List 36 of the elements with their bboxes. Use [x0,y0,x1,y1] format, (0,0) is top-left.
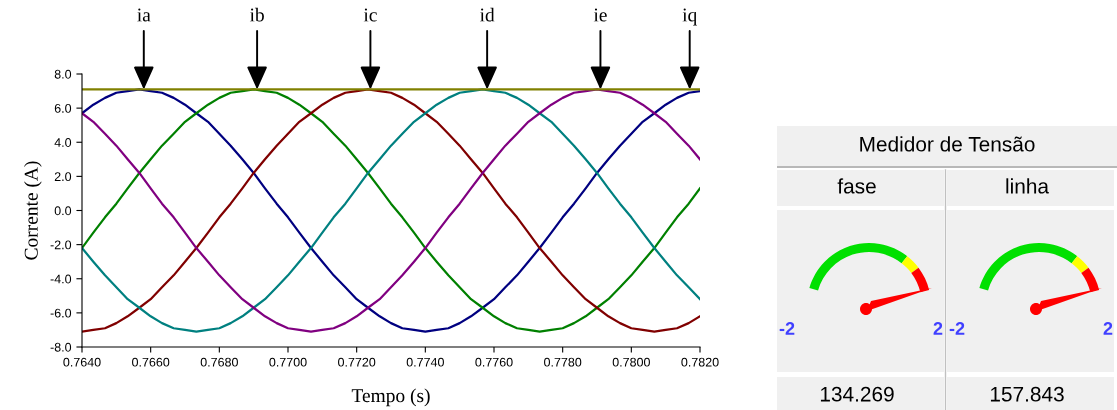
category-label: linha [1006,178,1050,194]
annotation: ia [137,8,151,22]
text: -2 [779,322,795,335]
x-axis-title: Tempo (s) [351,388,430,407]
x-tick-label: 0.7700 [269,357,307,367]
text: 2 [933,322,943,335]
x-tick-label: 0.7660 [132,357,170,367]
annotation: ib [249,7,264,22]
text: 2 [1103,322,1113,335]
y-tick-label: 4.0 [54,138,72,147]
y-tick-label: -6.0 [50,308,72,318]
y-tick-label: 2.0 [54,172,72,182]
y-axis-title: Corrente (A) [24,161,42,260]
y-tick-label: -8.0 [50,342,72,352]
category-label: fase [837,178,876,194]
data-label: 157.843 [990,386,1064,402]
x-tick-label: 0.7740 [406,357,444,367]
annotation: ic [363,8,377,22]
data-label: 134.269 [820,386,894,402]
text: -2 [949,322,965,335]
text: Medidor de Tensão [860,136,1035,152]
x-tick-label: 0.7640 [63,357,101,367]
annotation: iq [682,8,697,26]
annotation: id [479,7,495,22]
x-tick-label: 0.7680 [200,357,238,367]
y-tick-label: -4.0 [50,274,72,284]
y-tick-label: 8.0 [54,69,72,79]
y-tick-label: 6.0 [54,103,72,113]
x-tick-label: 0.7720 [338,357,376,367]
x-tick-label: 0.7800 [612,357,650,367]
y-tick-label: 0.0 [54,206,72,216]
y-tick-label: -2.0 [50,240,72,250]
x-tick-label: 0.7760 [475,357,513,367]
x-tick-label: 0.7820 [681,357,719,367]
x-tick-label: 0.7780 [544,357,582,367]
annotation: ie [593,8,607,22]
